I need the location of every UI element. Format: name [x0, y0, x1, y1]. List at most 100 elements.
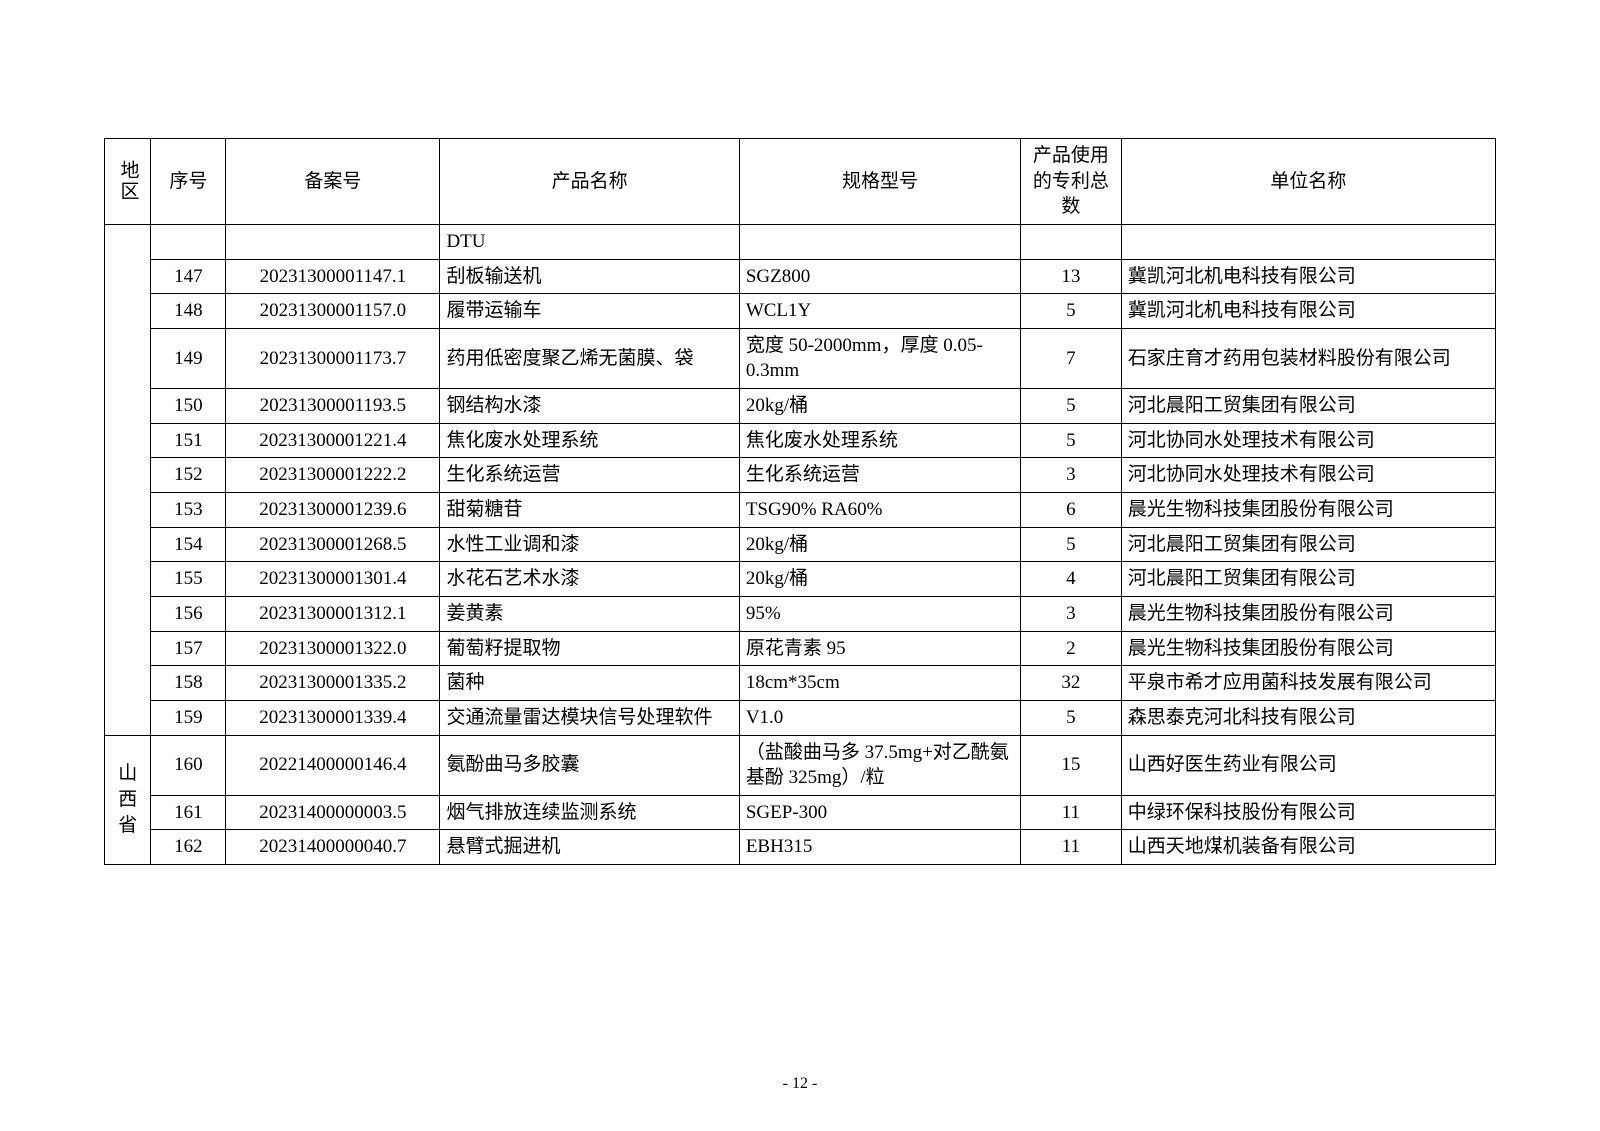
cell-company: [1121, 224, 1495, 259]
cell-patent: [1021, 224, 1122, 259]
table-row: 151 20231300001221.4 焦化废水处理系统 焦化废水处理系统 5…: [105, 423, 1496, 458]
cell-spec: WCL1Y: [739, 294, 1020, 329]
table-row: 153 20231300001239.6 甜菊糖苷 TSG90% RA60% 6…: [105, 493, 1496, 528]
cell-filing: 20231400000003.5: [226, 795, 440, 830]
cell-company: 河北晨阳工贸集团有限公司: [1121, 527, 1495, 562]
cell-product: 生化系统运营: [440, 458, 739, 493]
header-company: 单位名称: [1121, 139, 1495, 225]
table-row: 152 20231300001222.2 生化系统运营 生化系统运营 3 河北协…: [105, 458, 1496, 493]
cell-patent: 13: [1021, 259, 1122, 294]
cell-product: 焦化废水处理系统: [440, 423, 739, 458]
header-seq: 序号: [151, 139, 226, 225]
cell-seq: 160: [151, 735, 226, 795]
header-filing: 备案号: [226, 139, 440, 225]
cell-filing: 20231300001239.6: [226, 493, 440, 528]
cell-company: 山西好医生药业有限公司: [1121, 735, 1495, 795]
cell-product: 葡萄籽提取物: [440, 631, 739, 666]
cell-product: 氨酚曲马多胶囊: [440, 735, 739, 795]
cell-filing: 20221400000146.4: [226, 735, 440, 795]
cell-filing: 20231300001268.5: [226, 527, 440, 562]
cell-filing: 20231300001339.4: [226, 700, 440, 735]
cell-seq: 159: [151, 700, 226, 735]
cell-product: 水花石艺术水漆: [440, 562, 739, 597]
cell-filing: 20231300001221.4: [226, 423, 440, 458]
cell-region-cont: [105, 224, 151, 735]
cell-filing: 20231300001147.1: [226, 259, 440, 294]
cell-product: 药用低密度聚乙烯无菌膜、袋: [440, 328, 739, 388]
table-row: 149 20231300001173.7 药用低密度聚乙烯无菌膜、袋 宽度 50…: [105, 328, 1496, 388]
cell-seq: 154: [151, 527, 226, 562]
cell-seq: 148: [151, 294, 226, 329]
cell-patent: 5: [1021, 389, 1122, 424]
cell-patent: 11: [1021, 830, 1122, 865]
header-product: 产品名称: [440, 139, 739, 225]
header-spec: 规格型号: [739, 139, 1020, 225]
data-table: 地区 序号 备案号 产品名称 规格型号 产品使用的专利总数 单位名称 DTU: [104, 138, 1496, 865]
table-row: DTU: [105, 224, 1496, 259]
cell-patent: 4: [1021, 562, 1122, 597]
cell-product: 姜黄素: [440, 596, 739, 631]
cell-company: 晨光生物科技集团股份有限公司: [1121, 596, 1495, 631]
cell-seq: 162: [151, 830, 226, 865]
cell-product: 烟气排放连续监测系统: [440, 795, 739, 830]
cell-spec: 生化系统运营: [739, 458, 1020, 493]
cell-seq: 151: [151, 423, 226, 458]
table-row: 147 20231300001147.1 刮板输送机 SGZ800 13 冀凯河…: [105, 259, 1496, 294]
cell-product: 刮板输送机: [440, 259, 739, 294]
cell-seq: 150: [151, 389, 226, 424]
cell-spec: V1.0: [739, 700, 1020, 735]
cell-seq: 153: [151, 493, 226, 528]
table-row: 154 20231300001268.5 水性工业调和漆 20kg/桶 5 河北…: [105, 527, 1496, 562]
header-region: 地区: [105, 139, 151, 225]
table-row: 148 20231300001157.0 履带运输车 WCL1Y 5 冀凯河北机…: [105, 294, 1496, 329]
cell-seq: 157: [151, 631, 226, 666]
cell-company: 河北晨阳工贸集团有限公司: [1121, 562, 1495, 597]
cell-product: 水性工业调和漆: [440, 527, 739, 562]
table-row: 156 20231300001312.1 姜黄素 95% 3 晨光生物科技集团股…: [105, 596, 1496, 631]
cell-patent: 32: [1021, 666, 1122, 701]
page-number: - 12 -: [0, 1075, 1600, 1093]
cell-seq: [151, 224, 226, 259]
cell-seq: 158: [151, 666, 226, 701]
cell-seq: 147: [151, 259, 226, 294]
table-row: 162 20231400000040.7 悬臂式掘进机 EBH315 11 山西…: [105, 830, 1496, 865]
cell-spec: 20kg/桶: [739, 389, 1020, 424]
cell-filing: 20231300001312.1: [226, 596, 440, 631]
table-row: 155 20231300001301.4 水花石艺术水漆 20kg/桶 4 河北…: [105, 562, 1496, 597]
cell-company: 石家庄育才药用包装材料股份有限公司: [1121, 328, 1495, 388]
cell-company: 冀凯河北机电科技有限公司: [1121, 259, 1495, 294]
cell-patent: 5: [1021, 294, 1122, 329]
table-header-row: 地区 序号 备案号 产品名称 规格型号 产品使用的专利总数 单位名称: [105, 139, 1496, 225]
cell-spec: 原花青素 95: [739, 631, 1020, 666]
cell-company: 中绿环保科技股份有限公司: [1121, 795, 1495, 830]
cell-spec: 95%: [739, 596, 1020, 631]
cell-product: 菌种: [440, 666, 739, 701]
cell-spec: SGEP-300: [739, 795, 1020, 830]
table-row: 山西省 160 20221400000146.4 氨酚曲马多胶囊 （盐酸曲马多 …: [105, 735, 1496, 795]
cell-company: 山西天地煤机装备有限公司: [1121, 830, 1495, 865]
cell-seq: 156: [151, 596, 226, 631]
cell-product: 履带运输车: [440, 294, 739, 329]
cell-seq: 161: [151, 795, 226, 830]
cell-patent: 5: [1021, 423, 1122, 458]
cell-seq: 149: [151, 328, 226, 388]
cell-patent: 5: [1021, 527, 1122, 562]
table-row: 161 20231400000003.5 烟气排放连续监测系统 SGEP-300…: [105, 795, 1496, 830]
cell-product: 悬臂式掘进机: [440, 830, 739, 865]
cell-spec: 18cm*35cm: [739, 666, 1020, 701]
cell-filing: [226, 224, 440, 259]
cell-company: 河北协同水处理技术有限公司: [1121, 458, 1495, 493]
cell-patent: 7: [1021, 328, 1122, 388]
cell-patent: 6: [1021, 493, 1122, 528]
cell-spec: 宽度 50-2000mm，厚度 0.05-0.3mm: [739, 328, 1020, 388]
cell-spec: （盐酸曲马多 37.5mg+对乙酰氨基酚 325mg）/粒: [739, 735, 1020, 795]
cell-patent: 11: [1021, 795, 1122, 830]
cell-company: 平泉市希才应用菌科技发展有限公司: [1121, 666, 1495, 701]
cell-filing: 20231300001173.7: [226, 328, 440, 388]
cell-spec: 焦化废水处理系统: [739, 423, 1020, 458]
table-row: 150 20231300001193.5 钢结构水漆 20kg/桶 5 河北晨阳…: [105, 389, 1496, 424]
cell-company: 冀凯河北机电科技有限公司: [1121, 294, 1495, 329]
cell-seq: 152: [151, 458, 226, 493]
cell-seq: 155: [151, 562, 226, 597]
cell-spec: EBH315: [739, 830, 1020, 865]
